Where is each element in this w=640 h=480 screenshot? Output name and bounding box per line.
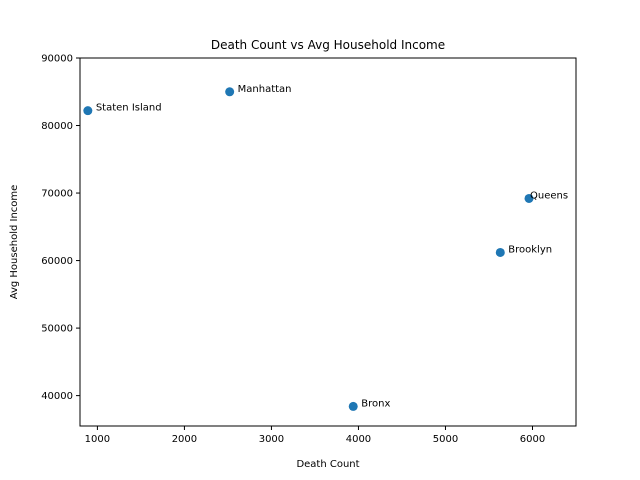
x-tick-label: 1000 — [85, 434, 110, 445]
y-tick-label: 70000 — [41, 189, 73, 200]
point-label: Brooklyn — [508, 244, 552, 255]
data-point — [495, 247, 505, 257]
plot-frame — [79, 57, 577, 427]
point-label: Bronx — [361, 398, 390, 409]
y-tick-label: 50000 — [41, 324, 73, 335]
data-points — [83, 87, 534, 411]
y-tick-label: 60000 — [41, 256, 73, 267]
x-axis-label: Death Count — [296, 459, 359, 470]
y-tick-label: 40000 — [41, 391, 73, 402]
point-label: Manhattan — [238, 84, 292, 95]
point-label: Staten Island — [96, 103, 162, 114]
point-label: Queens — [530, 190, 568, 201]
x-tick-label: 4000 — [346, 434, 371, 445]
x-tick-label: 2000 — [172, 434, 197, 445]
x-tick-label: 6000 — [520, 434, 545, 445]
ticks: 1000 2000 3000 4000 5000 6000 40000 50000 60000 7… — [41, 54, 545, 446]
data-point — [225, 87, 235, 97]
x-tick-label: 3000 — [259, 434, 284, 445]
y-axis-label: Avg Household Income — [9, 185, 20, 300]
y-tick-label: 90000 — [41, 54, 73, 65]
data-point — [348, 401, 358, 411]
data-point — [83, 106, 93, 116]
point-labels: Staten Island Manhattan Queens Brooklyn Bron… — [96, 84, 568, 410]
data-point — [524, 193, 534, 203]
chart-title: Death Count vs Avg Household Income — [211, 38, 445, 52]
x-tick-label: 5000 — [433, 434, 458, 445]
y-tick-label: 80000 — [41, 121, 73, 132]
